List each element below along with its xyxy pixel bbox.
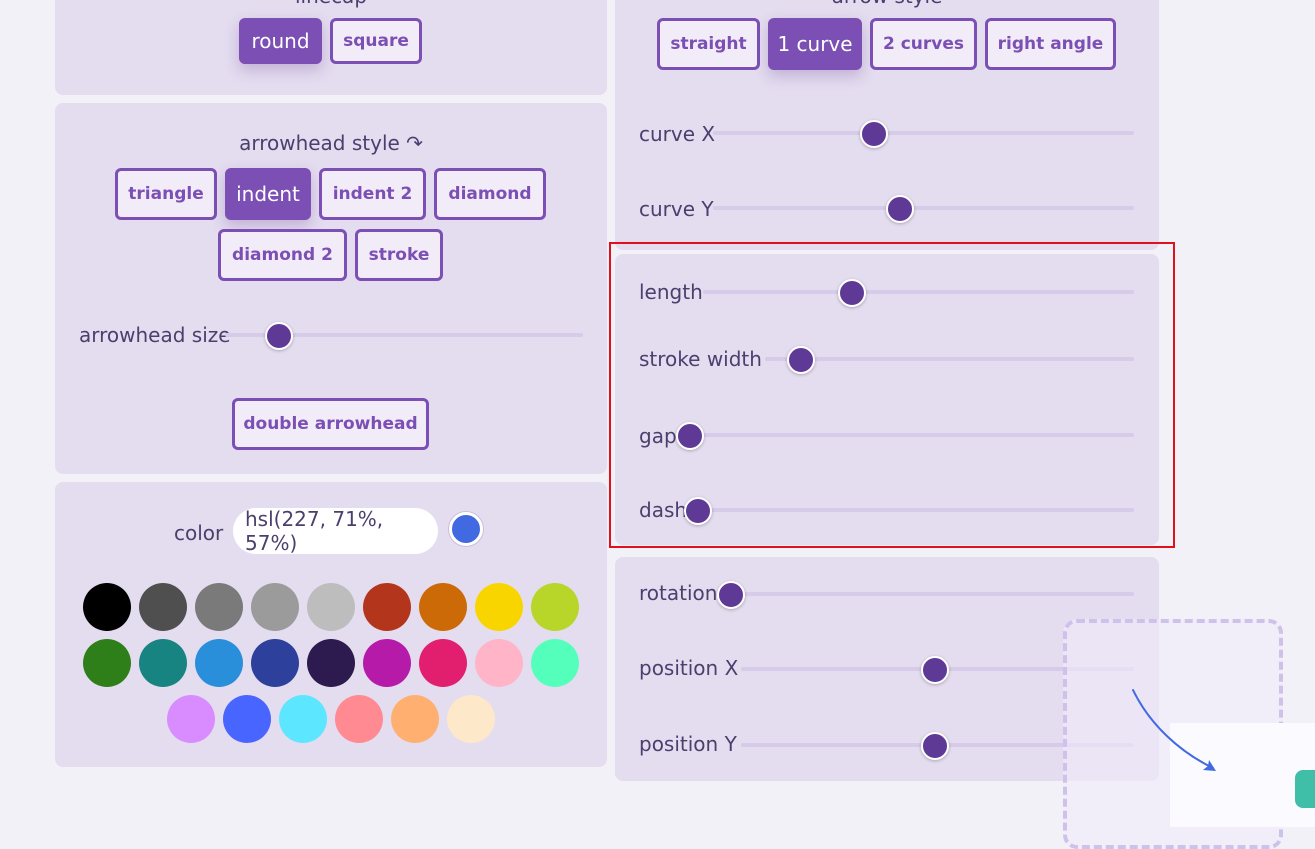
color-swatch[interactable]	[167, 695, 215, 743]
color-swatch[interactable]	[531, 639, 579, 687]
color-swatch[interactable]	[419, 583, 467, 631]
stroke-width-track[interactable]	[765, 357, 1134, 361]
position-y-slider-thumb[interactable]	[921, 732, 949, 760]
rotation-slider-thumb[interactable]	[717, 581, 745, 609]
color-swatch[interactable]	[447, 695, 495, 743]
dash-slider-thumb[interactable]	[684, 497, 712, 525]
color-swatch[interactable]	[195, 583, 243, 631]
rotation-track[interactable]	[717, 592, 1134, 596]
arrowhead-diamond-2-button[interactable]: diamond 2	[218, 229, 347, 281]
color-swatch[interactable]	[531, 583, 579, 631]
current-color-preview[interactable]	[449, 512, 483, 546]
arrow-style-heading: arrow style	[615, 0, 1159, 8]
arrowhead-panel: arrowhead style ↷ triangle indent indent…	[55, 103, 607, 474]
double-arrowhead-button[interactable]: double arrowhead	[232, 398, 429, 450]
color-swatch[interactable]	[83, 639, 131, 687]
arrow-style-panel: arrow style straight 1 curve 2 curves ri…	[615, 0, 1159, 250]
arrow-style-straight-button[interactable]: straight	[657, 18, 760, 70]
curve-y-track[interactable]	[713, 206, 1134, 210]
position-y-label: position Y	[639, 732, 737, 756]
curve-y-slider-thumb[interactable]	[886, 195, 914, 223]
arrow-style-2-curves-button[interactable]: 2 curves	[870, 18, 977, 70]
linecap-square-button[interactable]: square	[330, 18, 422, 64]
curve-x-label: curve X	[639, 122, 716, 146]
arrowhead-triangle-button[interactable]: triangle	[115, 168, 217, 220]
gap-track[interactable]	[677, 433, 1134, 437]
color-swatch[interactable]	[251, 583, 299, 631]
color-swatch[interactable]	[391, 695, 439, 743]
color-swatch[interactable]	[475, 583, 523, 631]
color-swatch[interactable]	[363, 583, 411, 631]
position-x-slider-thumb[interactable]	[921, 656, 949, 684]
arrowhead-size-label: arrowhead size	[79, 323, 231, 347]
curve-x-track[interactable]	[713, 131, 1134, 135]
arrowhead-diamond-button[interactable]: diamond	[434, 168, 546, 220]
arrow-preview-background	[1170, 723, 1315, 827]
color-swatch[interactable]	[475, 639, 523, 687]
arrow-style-right-angle-button[interactable]: right angle	[985, 18, 1116, 70]
stroke-width-slider-thumb[interactable]	[787, 346, 815, 374]
length-slider-thumb[interactable]	[838, 279, 866, 307]
color-label: color	[174, 521, 224, 545]
dash-track[interactable]	[685, 508, 1134, 512]
color-swatch[interactable]	[251, 639, 299, 687]
color-swatch[interactable]	[279, 695, 327, 743]
stroke-width-label: stroke width	[639, 347, 762, 371]
color-swatch[interactable]	[363, 639, 411, 687]
color-swatch[interactable]	[139, 583, 187, 631]
linecap-round-button[interactable]: round	[239, 18, 322, 64]
arrowhead-indent-button[interactable]: indent	[225, 168, 311, 220]
length-track[interactable]	[703, 290, 1134, 294]
position-x-label: position X	[639, 656, 739, 680]
line-settings-panel: length stroke width gap dash	[615, 254, 1159, 545]
floating-action-button[interactable]	[1295, 770, 1315, 808]
dash-label: dash	[639, 498, 688, 522]
arrowhead-size-slider-thumb[interactable]	[265, 322, 293, 350]
color-swatch[interactable]	[307, 639, 355, 687]
gap-slider-thumb[interactable]	[676, 422, 704, 450]
linecap-heading: linecap	[55, 0, 607, 8]
curve-y-label: curve Y	[639, 197, 714, 221]
color-swatch[interactable]	[223, 695, 271, 743]
curve-x-slider-thumb[interactable]	[860, 120, 888, 148]
gap-label: gap	[639, 424, 677, 448]
color-value-input[interactable]: hsl(227, 71%, 57%)	[233, 507, 438, 555]
linecap-panel: linecap round square	[55, 0, 607, 95]
arrowhead-style-heading: arrowhead style ↷	[239, 131, 423, 155]
arrow-style-1-curve-button[interactable]: 1 curve	[768, 18, 862, 70]
arrowhead-indent-2-button[interactable]: indent 2	[319, 168, 426, 220]
color-swatch[interactable]	[83, 583, 131, 631]
color-swatch[interactable]	[419, 639, 467, 687]
arrowhead-size-track[interactable]	[225, 333, 583, 337]
length-label: length	[639, 280, 703, 304]
color-swatch[interactable]	[307, 583, 355, 631]
color-swatch[interactable]	[195, 639, 243, 687]
color-swatch[interactable]	[139, 639, 187, 687]
color-panel: color hsl(227, 71%, 57%)	[55, 482, 607, 767]
arrowhead-stroke-button[interactable]: stroke	[355, 229, 443, 281]
color-swatch[interactable]	[335, 695, 383, 743]
rotation-label: rotation	[639, 581, 718, 605]
